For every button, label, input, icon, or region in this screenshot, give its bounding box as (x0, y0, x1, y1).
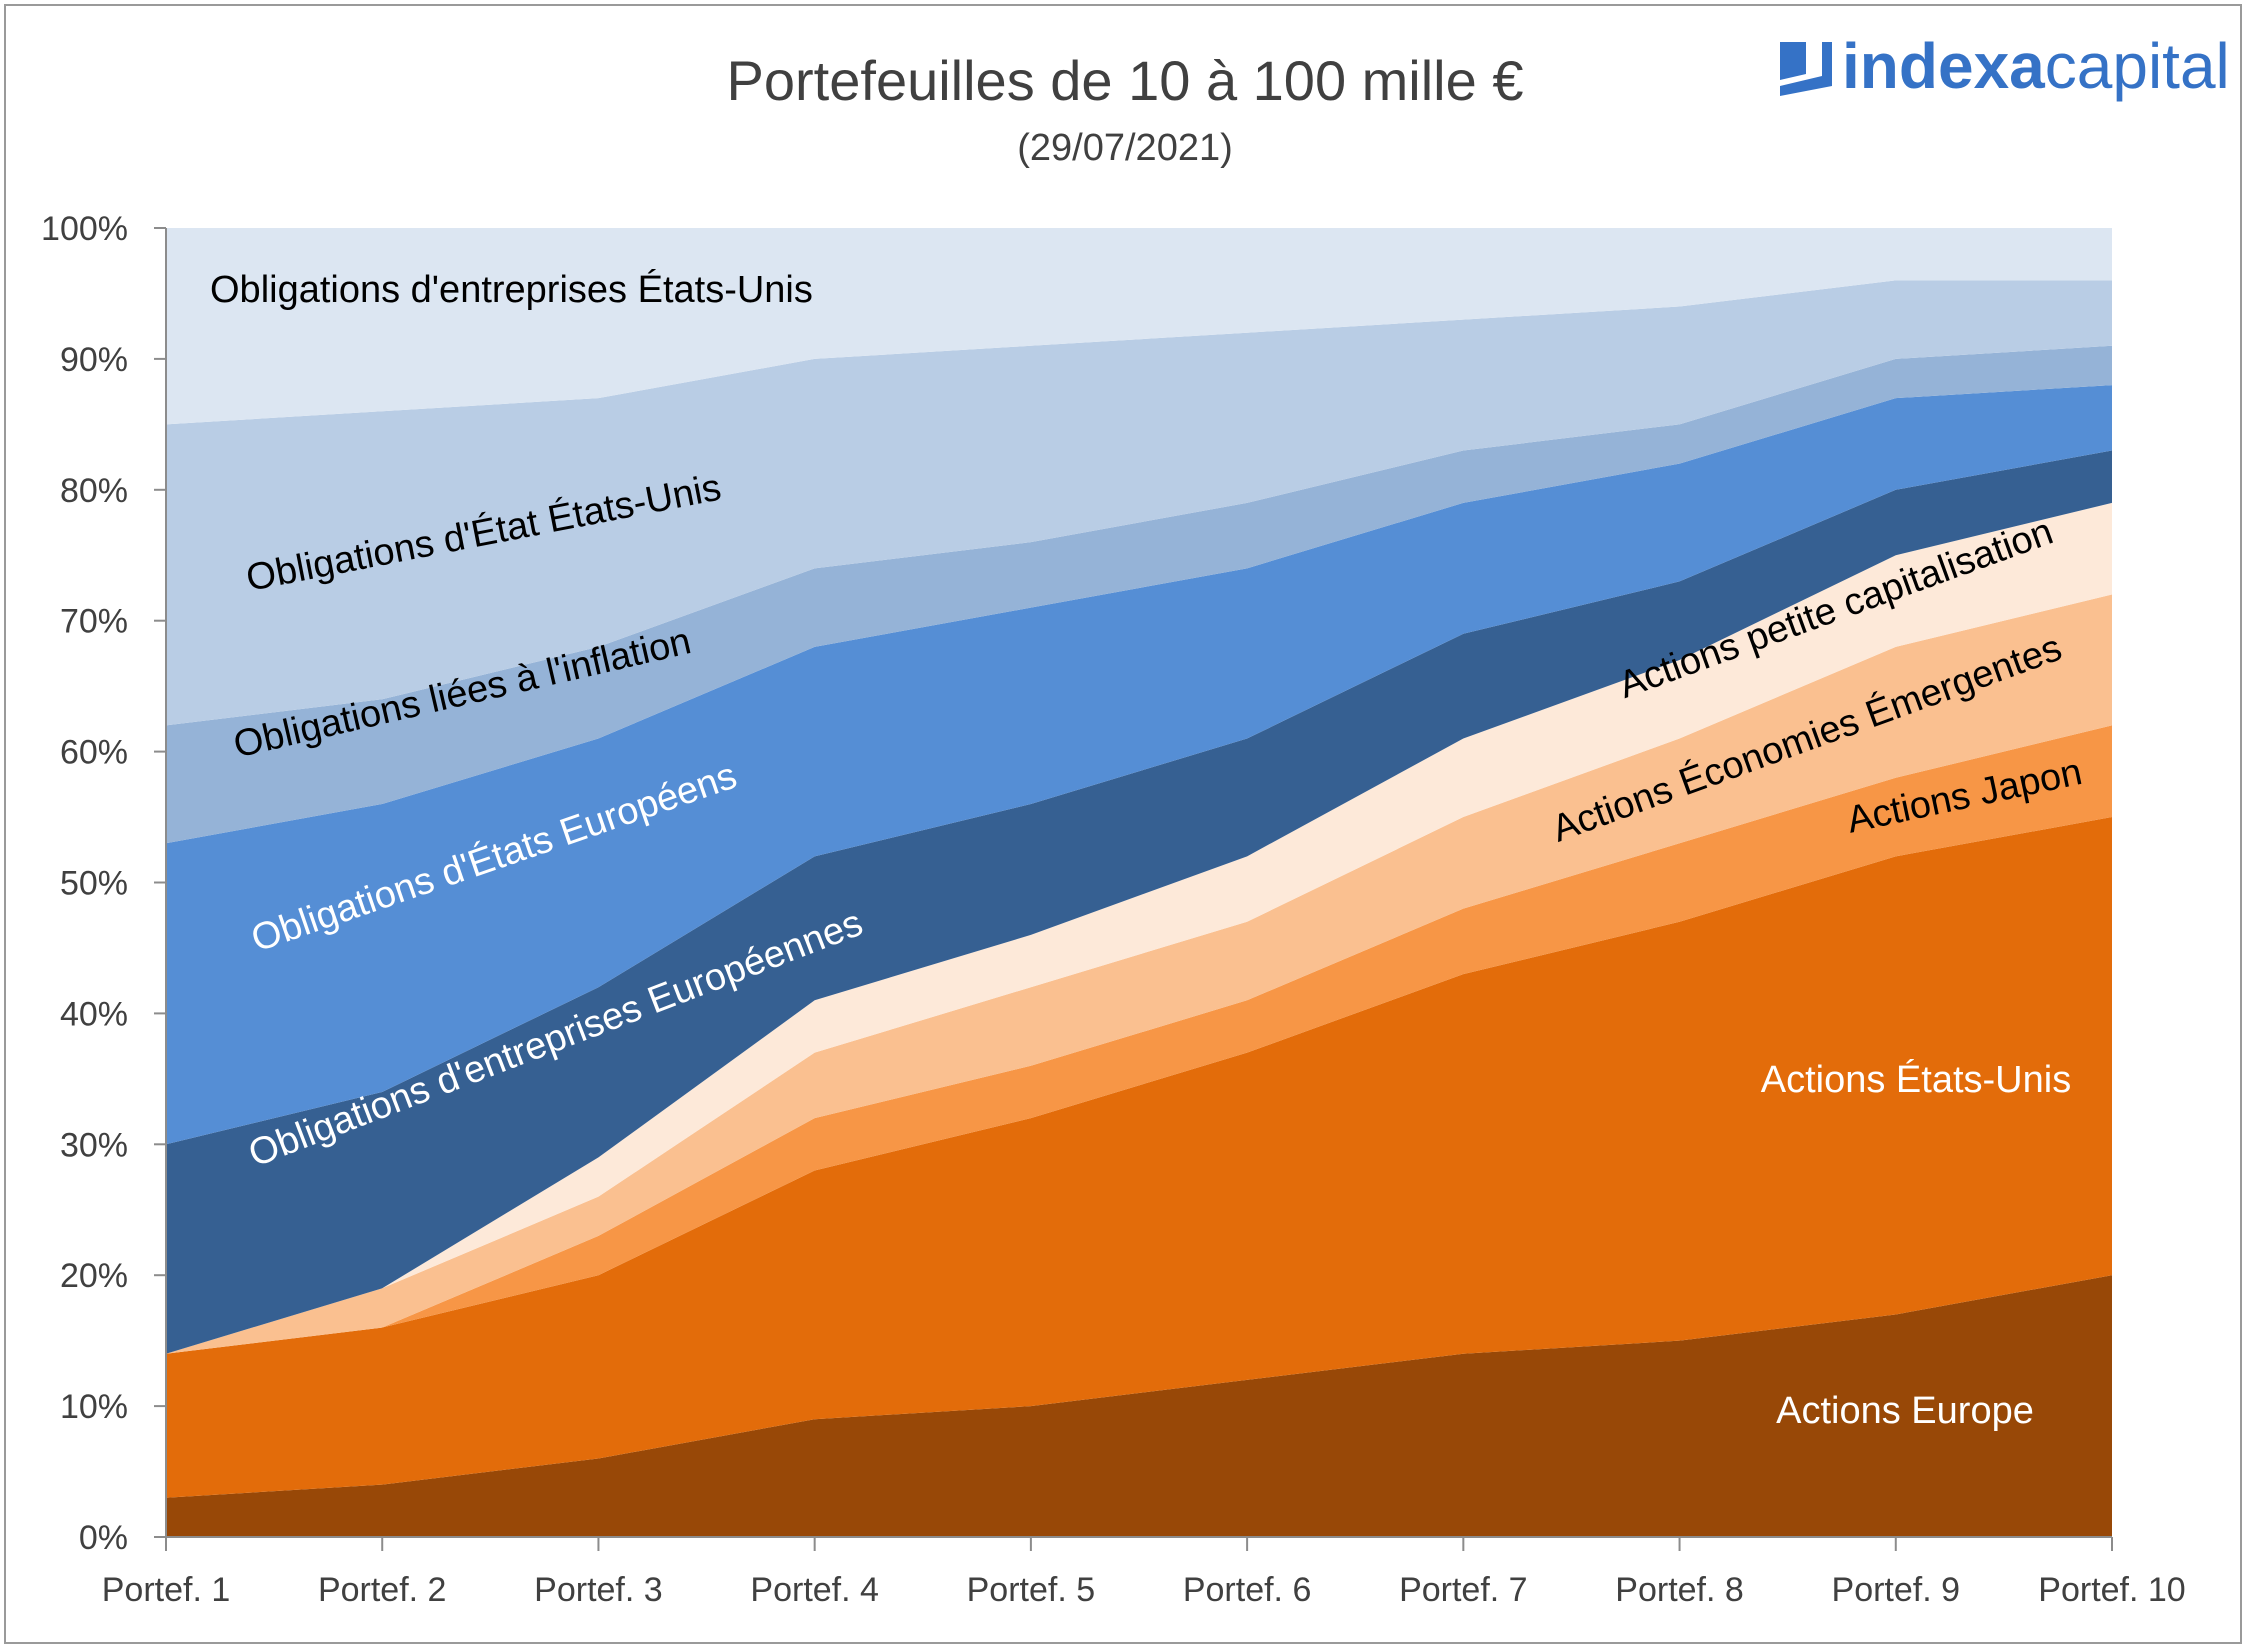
area-8 (166, 345, 2112, 844)
series-label-10: Obligations d'entreprises États-Unis (210, 268, 813, 311)
x-tick-label: Portef. 10 (2038, 1571, 2185, 1609)
x-tick-label: Portef. 2 (318, 1571, 447, 1609)
area-6 (166, 450, 2112, 1354)
axes (154, 227, 2113, 1551)
area-7 (166, 385, 2112, 1145)
area-layers (166, 228, 2112, 1537)
y-tick-label: 60% (60, 734, 128, 772)
y-tick-label: 100% (41, 210, 128, 248)
area-10 (166, 228, 2112, 425)
y-tick-label: 50% (60, 865, 128, 903)
x-tick-label: Portef. 3 (534, 1571, 663, 1609)
chart-title: Portefeuilles de 10 à 100 mille € (727, 49, 1524, 112)
y-tick-label: 80% (60, 472, 128, 510)
area-5 (166, 502, 2112, 1354)
x-tick-label: Portef. 9 (1832, 1571, 1961, 1609)
logo-mark-icon (1780, 42, 1832, 96)
brand-logo: indexacapital (1780, 30, 2230, 102)
tick-labels: Portef. 1 Portef. 2 Portef. 3 Portef. 4 Port… (41, 210, 2186, 1609)
series-label-1: Actions Europe (1776, 1390, 2034, 1432)
y-tick-label: 10% (60, 1388, 128, 1426)
logo-part-capital: capital (2045, 30, 2230, 102)
y-tick-label: 70% (60, 603, 128, 641)
y-tick-label: 90% (60, 341, 128, 379)
series-label-2: Actions États-Unis (1761, 1058, 2071, 1101)
x-tick-label: Portef. 1 (102, 1571, 231, 1609)
y-tick-label: 20% (60, 1257, 128, 1295)
y-tick-label: 30% (60, 1126, 128, 1164)
x-tick-label: Portef. 6 (1183, 1571, 1312, 1609)
x-tick-label: Portef. 4 (750, 1571, 879, 1609)
logo-wordmark: indexacapital (1842, 30, 2230, 102)
area-1 (166, 1275, 2112, 1537)
area-9 (166, 280, 2112, 726)
chart-subtitle: (29/07/2021) (1017, 127, 1233, 169)
y-tick-label: 40% (60, 995, 128, 1033)
area-4 (166, 594, 2112, 1354)
x-tick-label: Portef. 8 (1615, 1571, 1744, 1609)
x-tick-label: Portef. 5 (967, 1571, 1096, 1609)
y-tick-label: 0% (79, 1519, 128, 1557)
logo-part-indexa: indexa (1842, 30, 2045, 102)
area-3 (166, 725, 2112, 1354)
area-2 (166, 817, 2112, 1498)
x-tick-label: Portef. 7 (1399, 1571, 1528, 1609)
